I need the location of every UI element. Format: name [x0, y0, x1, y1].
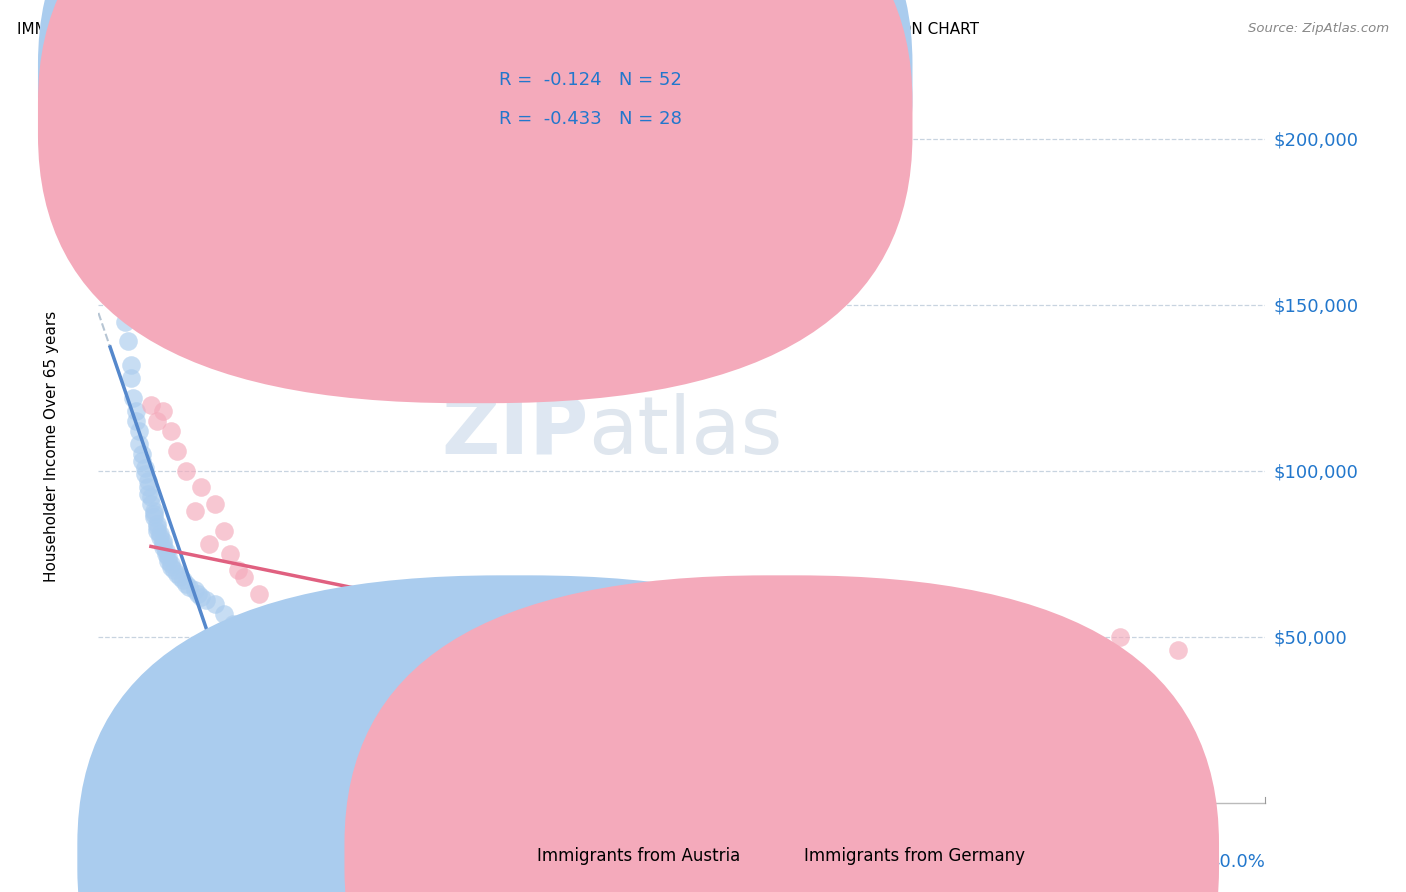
- Text: Householder Income Over 65 years: Householder Income Over 65 years: [44, 310, 59, 582]
- Point: [212, 524, 235, 538]
- Point: [291, 649, 314, 664]
- Point: [152, 533, 174, 548]
- Point: [131, 447, 153, 461]
- Point: [1167, 643, 1189, 657]
- Point: [136, 487, 159, 501]
- Point: [152, 540, 174, 554]
- Point: [160, 560, 183, 574]
- Point: [125, 404, 148, 418]
- Point: [134, 460, 156, 475]
- Text: atlas: atlas: [589, 392, 783, 471]
- Text: Immigrants from Austria: Immigrants from Austria: [537, 847, 741, 865]
- Point: [125, 414, 148, 428]
- Point: [101, 198, 124, 212]
- Point: [307, 670, 329, 684]
- Point: [172, 574, 194, 588]
- Text: Source: ZipAtlas.com: Source: ZipAtlas.com: [1249, 22, 1389, 36]
- Point: [108, 225, 131, 239]
- Point: [152, 537, 174, 551]
- Point: [139, 397, 162, 411]
- Point: [142, 504, 165, 518]
- Point: [146, 520, 169, 534]
- Point: [131, 454, 153, 468]
- Point: [183, 583, 205, 598]
- Text: R =  -0.433   N = 28: R = -0.433 N = 28: [499, 110, 682, 128]
- Point: [142, 507, 165, 521]
- Point: [190, 481, 212, 495]
- Point: [174, 464, 197, 478]
- Point: [269, 624, 291, 638]
- Point: [195, 593, 218, 607]
- Point: [169, 570, 191, 584]
- Text: 40.0%: 40.0%: [1209, 853, 1265, 871]
- Point: [134, 467, 156, 482]
- Point: [198, 537, 221, 551]
- Point: [183, 504, 205, 518]
- Point: [152, 404, 174, 418]
- Point: [177, 580, 200, 594]
- Point: [408, 730, 430, 744]
- Text: ZIP: ZIP: [441, 392, 589, 471]
- Point: [437, 736, 460, 750]
- Text: Immigrants from Germany: Immigrants from Germany: [804, 847, 1025, 865]
- Point: [120, 358, 142, 372]
- Point: [190, 590, 212, 604]
- Point: [128, 437, 150, 451]
- Point: [204, 497, 226, 511]
- Point: [350, 703, 373, 717]
- Point: [1108, 630, 1130, 644]
- Point: [163, 564, 186, 578]
- Point: [149, 527, 172, 541]
- Point: [262, 690, 284, 704]
- Point: [277, 636, 299, 650]
- Point: [256, 607, 278, 621]
- Point: [228, 564, 250, 578]
- Text: R =  -0.124   N = 52: R = -0.124 N = 52: [499, 71, 682, 89]
- Point: [146, 414, 169, 428]
- Point: [155, 547, 177, 561]
- Point: [139, 491, 162, 505]
- Point: [139, 497, 162, 511]
- Point: [174, 576, 197, 591]
- Point: [221, 616, 243, 631]
- Point: [136, 481, 159, 495]
- Point: [187, 587, 209, 601]
- Point: [146, 524, 169, 538]
- Point: [114, 314, 136, 328]
- Point: [136, 474, 159, 488]
- Point: [120, 371, 142, 385]
- Point: [146, 516, 169, 531]
- Point: [160, 557, 183, 571]
- Point: [160, 424, 183, 438]
- Point: [166, 566, 188, 581]
- Point: [98, 155, 121, 169]
- Point: [166, 444, 188, 458]
- Point: [212, 607, 235, 621]
- Point: [157, 550, 180, 565]
- Point: [157, 553, 180, 567]
- Text: 0.0%: 0.0%: [98, 853, 143, 871]
- Point: [149, 530, 172, 544]
- Point: [321, 680, 343, 694]
- Point: [142, 510, 165, 524]
- Point: [155, 543, 177, 558]
- Point: [364, 713, 387, 727]
- Point: [233, 570, 256, 584]
- Point: [128, 424, 150, 438]
- Point: [218, 547, 240, 561]
- Text: IMMIGRANTS FROM AUSTRIA VS IMMIGRANTS FROM GERMANY HOUSEHOLDER INCOME OVER 65 YE: IMMIGRANTS FROM AUSTRIA VS IMMIGRANTS FR…: [17, 22, 979, 37]
- Point: [204, 597, 226, 611]
- Point: [122, 391, 145, 405]
- Point: [380, 723, 402, 737]
- Point: [117, 334, 139, 349]
- Point: [247, 587, 270, 601]
